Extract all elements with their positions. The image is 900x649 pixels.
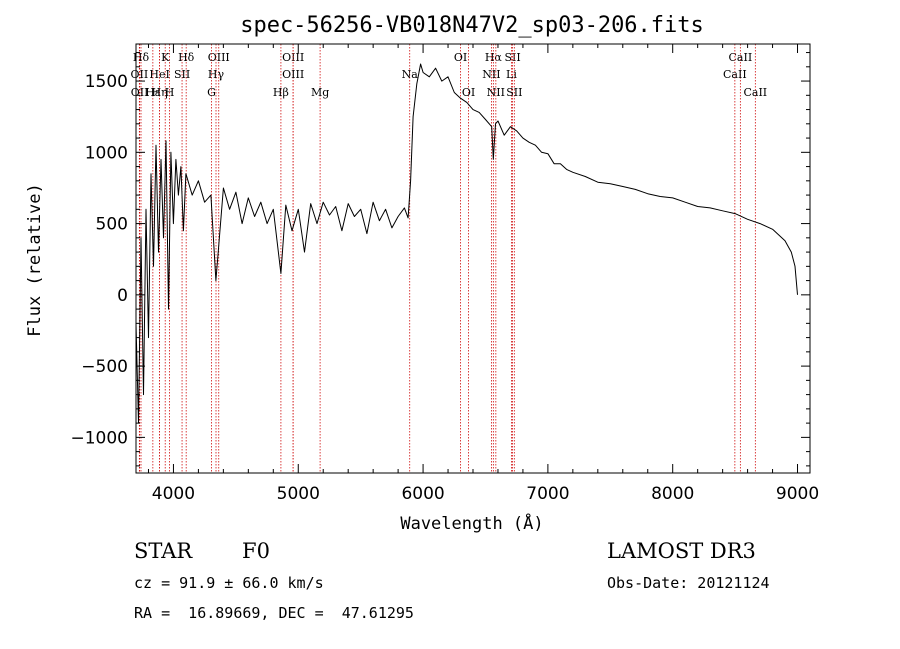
- x-tick-label-6000: 6000: [401, 484, 444, 504]
- line-marker-label-28: CaII: [743, 86, 767, 99]
- line-marker-label-22: NII: [482, 68, 500, 81]
- line-marker-label-20: Hα: [485, 51, 503, 64]
- line-marker-label-19: OI: [462, 86, 475, 99]
- line-marker-label-25: SII: [506, 86, 522, 99]
- line-marker-label-26: CaII: [729, 51, 753, 64]
- line-marker-label-0: Hδ: [133, 51, 150, 64]
- object-subclass: F0: [242, 539, 270, 563]
- line-marker-label-3: K: [161, 51, 170, 64]
- object-class: STAR: [134, 539, 193, 563]
- chart-title: spec-56256-VB018N47V2_sp03-206.fits: [240, 13, 704, 38]
- x-tick-label-8000: 8000: [651, 484, 694, 504]
- plot-axes: 4000 5000 6000 7000 8000 9000 −1000 −500 0 500 100…: [70, 43, 819, 504]
- line-marker-label-11: Hγ: [208, 68, 225, 81]
- line-marker-label-10: OIII: [208, 51, 230, 64]
- line-marker-label-5: Hε: [145, 86, 161, 99]
- line-marker-label-27: CaII: [723, 68, 747, 81]
- plot-frame: [135, 43, 811, 474]
- y-tick-label-0: 0: [117, 286, 128, 306]
- line-marker-label-21: SII: [504, 51, 520, 64]
- y-tick-label-500: 500: [96, 215, 128, 235]
- coordinates-readout: RA = 16.89669, DEC = 47.61295: [134, 604, 414, 622]
- obs-date: Obs-Date: 20121124: [607, 574, 770, 592]
- spectrum-chart: spec-56256-VB018N47V2_sp03-206.fits Hδ OI…: [25, 13, 819, 534]
- x-tick-label-4000: 4000: [152, 484, 195, 504]
- line-marker-label-18: OI: [454, 51, 467, 64]
- line-marker-label-6: Hη: [151, 86, 167, 99]
- y-axis-label: Flux (relative): [25, 183, 45, 337]
- line-marker-label-17: Na: [402, 68, 419, 81]
- y-tick-label--1000: −1000: [70, 428, 128, 448]
- survey-name: LAMOST DR3: [607, 539, 756, 563]
- line-marker-label-8: SII: [174, 68, 190, 81]
- line-marker-label-15: Hβ: [273, 86, 289, 99]
- y-tick-label-1500: 1500: [85, 72, 128, 92]
- y-tick-label--500: −500: [81, 357, 128, 377]
- x-tick-label-7000: 7000: [526, 484, 569, 504]
- line-marker-label-2: OII: [131, 86, 149, 99]
- x-tick-label-9000: 9000: [776, 484, 819, 504]
- spectrum-series: [135, 63, 798, 424]
- x-tick-label-5000: 5000: [277, 484, 320, 504]
- line-marker-label-24: NII: [487, 86, 505, 99]
- line-marker-label-16: Mg: [311, 86, 329, 99]
- x-axis-label: Wavelength (Å): [400, 512, 543, 534]
- line-marker-label-7: Hδ: [178, 51, 195, 64]
- line-marker-label-14: OIII: [282, 68, 304, 81]
- spectrum-line: [135, 63, 798, 424]
- line-marker-label-9: H: [165, 86, 175, 99]
- line-marker-label-23: Li: [506, 68, 517, 81]
- redshift-readout: cz = 91.9 ± 66.0 km/s: [134, 574, 324, 592]
- y-tick-label-1000: 1000: [85, 143, 128, 163]
- line-marker-label-12: G: [207, 86, 216, 99]
